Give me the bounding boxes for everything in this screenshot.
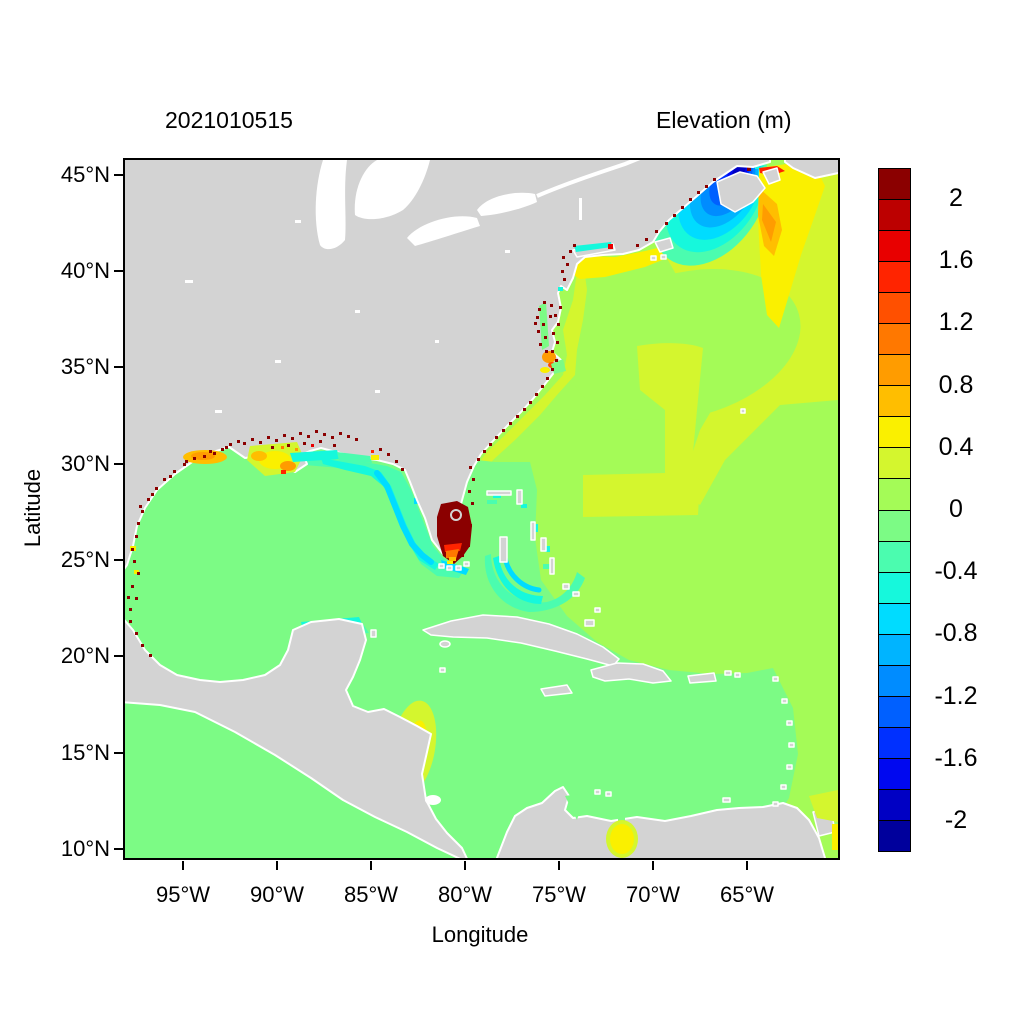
x-tick (652, 861, 654, 870)
colorbar-block (879, 447, 910, 479)
colorbar-block (879, 416, 910, 448)
x-tick (464, 861, 466, 870)
colorbar-block (879, 230, 910, 262)
great-lakes (185, 160, 641, 805)
colorbar-block (879, 695, 910, 727)
colorbar-tick-label: -2 (944, 805, 968, 834)
colorbar-block (879, 354, 910, 386)
colorbar (878, 168, 911, 852)
colorbar-block (879, 664, 910, 696)
colorbar-tick-label: 0.8 (938, 370, 974, 399)
colorbar-block (879, 385, 910, 417)
colorbar-title: Elevation (m) (656, 107, 792, 133)
colorbar-block (879, 323, 910, 355)
y-tick-label: 15°N (60, 740, 110, 765)
x-axis-title: Longitude (431, 922, 529, 947)
lake-okeechobee (450, 509, 462, 521)
colorbar-tick-label: -1.6 (934, 743, 978, 772)
scotian-shelf-warm-region (747, 163, 825, 328)
colorbar-tick-label: 1.6 (938, 246, 974, 275)
x-tick (558, 861, 560, 870)
colorbar-block (879, 261, 910, 293)
x-tick (276, 861, 278, 870)
x-tick-label: 80°W (437, 882, 493, 907)
colorbar-block (879, 819, 910, 852)
y-tick (114, 174, 123, 176)
y-tick (114, 848, 123, 850)
colorbar-block (879, 571, 910, 603)
map-canvas (125, 160, 838, 858)
x-tick-label: 95°W (155, 882, 211, 907)
x-tick-label: 75°W (531, 882, 587, 907)
x-tick-label: 65°W (719, 882, 775, 907)
y-tick (114, 752, 123, 754)
y-axis-title: Latitude (20, 468, 45, 548)
x-tick (370, 861, 372, 870)
colorbar-block (879, 757, 910, 789)
plot-frame (123, 158, 840, 860)
colorbar-tick-label: 0 (949, 495, 963, 523)
colorbar-block (879, 199, 910, 231)
y-tick (114, 366, 123, 368)
colorbar-block (879, 169, 910, 200)
colorbar-tick-label: -0.8 (934, 619, 978, 648)
coastal-surge-speckles (127, 178, 716, 657)
colorbar-block (879, 478, 910, 510)
colorbar-tick-label: -1.2 (934, 681, 978, 710)
colorbar-block (879, 726, 910, 758)
x-tick (746, 861, 748, 870)
y-tick-label: 40°N (60, 258, 110, 283)
y-tick-label: 30°N (60, 451, 110, 476)
timestamp-title: 2021010515 (165, 107, 293, 133)
x-tick-label: 70°W (625, 882, 681, 907)
south-florida-surge-maximum (437, 501, 472, 564)
y-tick (114, 559, 123, 561)
colorbar-tick-label: 1.2 (938, 308, 974, 337)
colorbar-block (879, 509, 910, 541)
y-tick-label: 10°N (60, 836, 110, 861)
y-tick-label: 35°N (60, 354, 110, 379)
y-tick (114, 270, 123, 272)
colorbar-tick-label: 2 (949, 184, 963, 213)
colorbar-block (879, 788, 910, 820)
colorbar-block (879, 633, 910, 665)
colorbar-block (879, 292, 910, 324)
y-tick (114, 655, 123, 657)
x-tick-label: 90°W (249, 882, 305, 907)
mississippi-delta-surge (130, 442, 379, 574)
y-tick (114, 463, 123, 465)
x-tick (182, 861, 184, 870)
colorbar-block (879, 540, 910, 572)
colorbar-tick-label: 0.4 (938, 432, 974, 461)
y-tick-label: 25°N (60, 547, 110, 572)
y-tick-label: 45°N (60, 162, 110, 187)
venezuela-patches (565, 790, 838, 858)
y-tick-label: 20°N (60, 643, 110, 668)
colorbar-block (879, 602, 910, 634)
x-tick-label: 85°W (343, 882, 399, 907)
colorbar-tick-label: -0.4 (934, 557, 978, 586)
